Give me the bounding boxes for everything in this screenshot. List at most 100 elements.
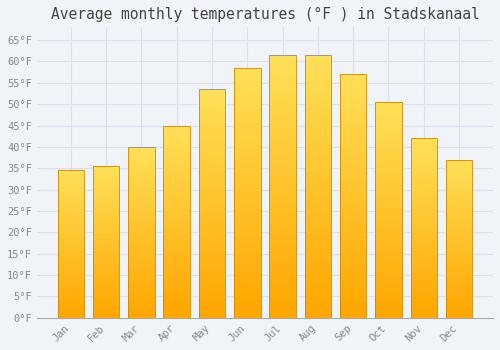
- Bar: [446, 207, 472, 210]
- Bar: [340, 118, 366, 123]
- Bar: [128, 178, 154, 181]
- Bar: [93, 239, 120, 242]
- Bar: [128, 263, 154, 267]
- Bar: [270, 302, 296, 307]
- Bar: [234, 228, 260, 233]
- Bar: [410, 146, 437, 149]
- Bar: [446, 166, 472, 169]
- Bar: [375, 124, 402, 128]
- Bar: [270, 124, 296, 129]
- Bar: [446, 280, 472, 283]
- Bar: [375, 141, 402, 145]
- Bar: [304, 55, 331, 318]
- Bar: [375, 162, 402, 167]
- Bar: [93, 281, 120, 285]
- Bar: [304, 255, 331, 260]
- Bar: [128, 184, 154, 188]
- Bar: [270, 239, 296, 244]
- Bar: [128, 243, 154, 246]
- Bar: [270, 145, 296, 150]
- Bar: [128, 232, 154, 236]
- Bar: [198, 204, 225, 208]
- Bar: [234, 283, 260, 288]
- Bar: [410, 278, 437, 282]
- Bar: [410, 225, 437, 228]
- Bar: [234, 238, 260, 243]
- Bar: [410, 282, 437, 286]
- Bar: [340, 254, 366, 259]
- Bar: [270, 55, 296, 60]
- Bar: [270, 255, 296, 260]
- Bar: [446, 251, 472, 254]
- Bar: [93, 272, 120, 275]
- Bar: [234, 138, 260, 143]
- Bar: [164, 245, 190, 248]
- Bar: [128, 267, 154, 270]
- Bar: [270, 71, 296, 76]
- Bar: [164, 133, 190, 137]
- Bar: [340, 225, 366, 230]
- Bar: [410, 257, 437, 260]
- Bar: [270, 134, 296, 139]
- Bar: [410, 138, 437, 318]
- Bar: [340, 74, 366, 79]
- Bar: [93, 227, 120, 230]
- Bar: [304, 286, 331, 292]
- Bar: [340, 142, 366, 147]
- Bar: [446, 242, 472, 245]
- Bar: [198, 199, 225, 204]
- Bar: [410, 138, 437, 142]
- Bar: [304, 55, 331, 60]
- Bar: [198, 94, 225, 98]
- Bar: [164, 260, 190, 264]
- Bar: [375, 223, 402, 227]
- Bar: [375, 305, 402, 309]
- Bar: [304, 234, 331, 239]
- Bar: [375, 128, 402, 132]
- Bar: [304, 244, 331, 250]
- Bar: [375, 245, 402, 249]
- Bar: [304, 181, 331, 187]
- Bar: [198, 181, 225, 185]
- Bar: [93, 303, 120, 306]
- Bar: [198, 176, 225, 181]
- Bar: [234, 83, 260, 88]
- Bar: [128, 246, 154, 250]
- Bar: [164, 195, 190, 199]
- Bar: [58, 303, 84, 306]
- Bar: [340, 274, 366, 279]
- Bar: [270, 150, 296, 155]
- Bar: [234, 73, 260, 78]
- Bar: [164, 164, 190, 168]
- Bar: [304, 97, 331, 102]
- Bar: [410, 268, 437, 271]
- Bar: [410, 239, 437, 243]
- Bar: [164, 183, 190, 187]
- Bar: [410, 199, 437, 203]
- Bar: [304, 118, 331, 124]
- Bar: [128, 304, 154, 308]
- Bar: [58, 191, 84, 194]
- Bar: [304, 176, 331, 181]
- Bar: [304, 60, 331, 65]
- Bar: [446, 315, 472, 318]
- Bar: [93, 166, 120, 169]
- Bar: [446, 277, 472, 280]
- Bar: [340, 94, 366, 99]
- Bar: [198, 263, 225, 267]
- Bar: [93, 288, 120, 290]
- Bar: [375, 210, 402, 214]
- Bar: [340, 74, 366, 318]
- Bar: [234, 208, 260, 213]
- Bar: [375, 275, 402, 279]
- Bar: [164, 233, 190, 237]
- Bar: [198, 112, 225, 117]
- Bar: [446, 261, 472, 264]
- Bar: [128, 209, 154, 212]
- Bar: [410, 217, 437, 221]
- Bar: [410, 149, 437, 153]
- Bar: [446, 271, 472, 274]
- Bar: [198, 117, 225, 121]
- Bar: [164, 130, 190, 133]
- Bar: [198, 226, 225, 231]
